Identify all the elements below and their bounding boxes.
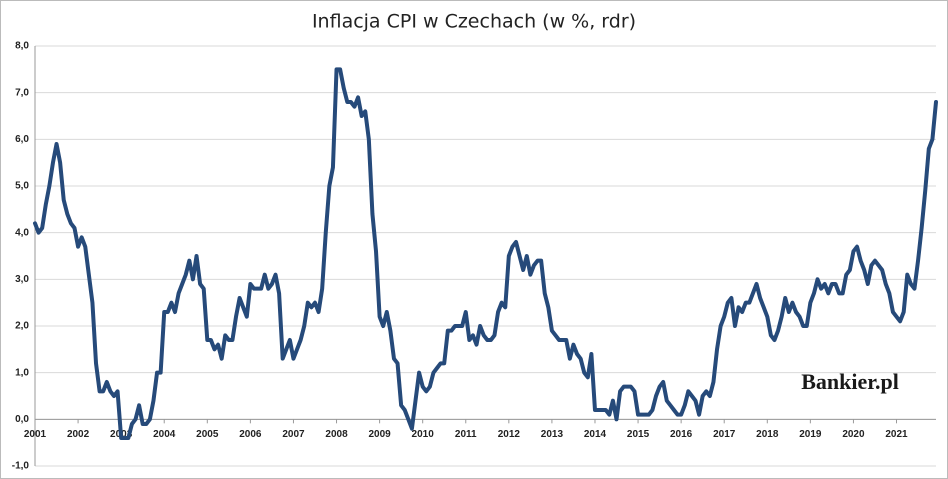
x-tick-label: 2004 — [153, 429, 176, 440]
y-tick-label: 3,0 — [15, 274, 29, 285]
y-tick-label: 7,0 — [15, 87, 29, 98]
x-tick-label: 2013 — [541, 429, 564, 440]
chart-title: Inflacja CPI w Czechach (w %, rdr) — [312, 11, 636, 33]
x-tick-label: 2019 — [799, 429, 822, 440]
x-tick-label: 2017 — [713, 429, 736, 440]
y-tick-label: 6,0 — [15, 134, 29, 145]
y-tick-label: 1,0 — [15, 367, 29, 378]
data-line — [33, 67, 938, 440]
y-tick-label: 8,0 — [15, 41, 29, 52]
x-tick-label: 2005 — [196, 429, 219, 440]
x-tick-label: 2002 — [67, 429, 90, 440]
x-tick-label: 2007 — [282, 429, 305, 440]
y-tick-label: 2,0 — [15, 321, 29, 332]
y-tick-label: 4,0 — [15, 227, 29, 238]
x-tick-label: 2018 — [756, 429, 779, 440]
x-tick-label: 2020 — [842, 429, 865, 440]
watermark: Bankier.pl — [801, 369, 899, 394]
x-tick-label: 2008 — [325, 429, 348, 440]
x-tick-label: 2014 — [584, 429, 607, 440]
x-tick-label: 2009 — [368, 429, 391, 440]
x-tick-label: 2012 — [498, 429, 521, 440]
x-tick-label: 2006 — [239, 429, 262, 440]
y-tick-label: -1,0 — [12, 461, 30, 472]
y-tick-label: 5,0 — [15, 181, 29, 192]
x-tick-label: 2015 — [627, 429, 650, 440]
x-tick-label: 2011 — [455, 429, 477, 440]
x-tick-label: 2001 — [24, 429, 47, 440]
x-tick-label: 2016 — [670, 429, 693, 440]
x-tick-label: 2021 — [885, 429, 908, 440]
x-tick-label: 2010 — [412, 429, 435, 440]
y-tick-label: 0,0 — [15, 414, 29, 425]
